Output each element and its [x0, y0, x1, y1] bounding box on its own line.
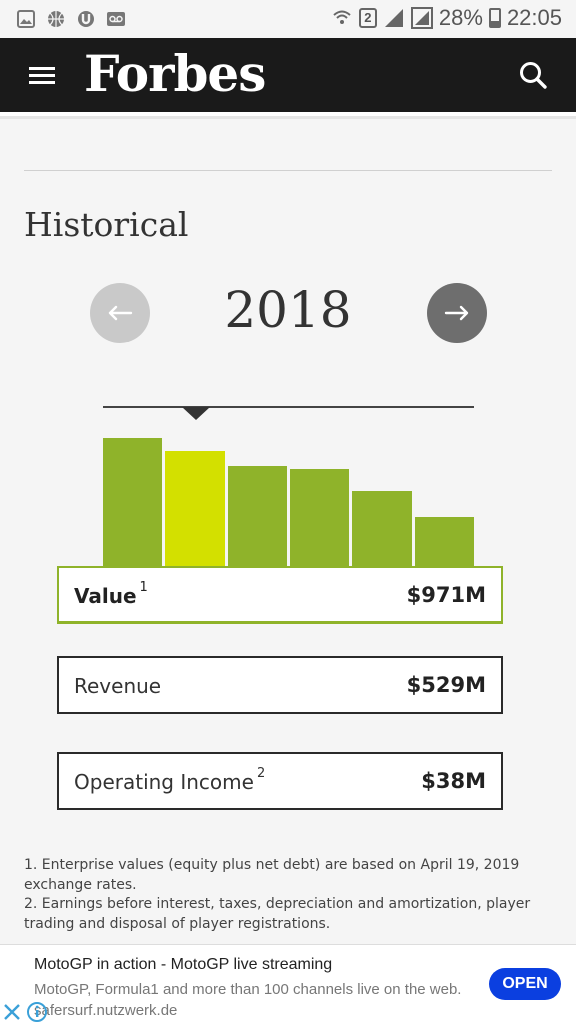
chart-bar[interactable]: [165, 450, 225, 567]
search-icon[interactable]: [518, 60, 548, 90]
footnotes: 1. Enterprise values (equity plus net de…: [24, 856, 554, 934]
status-bar: 2 28% 22:05: [0, 0, 576, 38]
metric-label: Revenue: [74, 674, 162, 698]
footnote-ref: 1: [139, 580, 148, 596]
signal-icon: [384, 9, 403, 27]
info-icon[interactable]: [26, 1001, 48, 1023]
metric-label: Value 1: [74, 580, 148, 608]
voicemail-icon: [107, 12, 125, 26]
menu-icon[interactable]: [29, 67, 55, 85]
close-icon[interactable]: [0, 1000, 24, 1024]
chart-bar[interactable]: [103, 438, 163, 567]
footnote-2: 2. Earnings before interest, taxes, depr…: [24, 896, 531, 932]
previous-year-button[interactable]: [90, 283, 150, 343]
basketball-icon: [48, 11, 64, 27]
system-indicators: 2 28% 22:05: [331, 5, 562, 31]
arrow-left-icon: [108, 305, 133, 321]
metric-label: Operating Income 2: [74, 766, 266, 794]
torrent-icon: [78, 11, 94, 27]
clock: 22:05: [506, 5, 562, 30]
metric-amount: $971M: [406, 583, 486, 607]
signal-roaming-icon: [410, 7, 433, 29]
chart-bar[interactable]: [227, 466, 287, 567]
site-header: Forbes: [0, 38, 576, 116]
metric-amount: $529M: [406, 673, 486, 697]
next-year-button[interactable]: [427, 283, 487, 343]
chart-bar[interactable]: [290, 468, 350, 567]
footnote-1: 1. Enterprise values (equity plus net de…: [24, 857, 520, 893]
selected-year: 2018: [224, 281, 352, 339]
chart-bar[interactable]: [352, 490, 412, 567]
metric-value[interactable]: Value 1 $971M: [57, 566, 503, 624]
timeline-pointer: [182, 407, 210, 420]
wifi-icon: [333, 10, 351, 24]
ad-banner[interactable]: MotoGP in action - MotoGP live streaming…: [0, 944, 576, 1024]
section-title: Historical: [24, 205, 189, 244]
arrow-right-icon: [444, 305, 469, 321]
ad-title[interactable]: MotoGP in action - MotoGP live streaming: [34, 956, 333, 973]
footnote-ref: 2: [256, 766, 266, 782]
forbes-logo[interactable]: Forbes: [84, 44, 266, 103]
chart-bar[interactable]: [414, 516, 474, 567]
battery-icon: [488, 8, 501, 28]
sim-badge: 2: [358, 8, 377, 28]
value-history-chart: [103, 420, 474, 567]
notification-icons: [16, 9, 126, 29]
section-divider: [24, 170, 552, 171]
metric-operating-income[interactable]: Operating Income 2 $38M: [57, 752, 503, 810]
image-icon: [17, 10, 35, 28]
ad-description: MotoGP, Formula1 and more than 100 chann…: [34, 981, 462, 1019]
metric-amount: $38M: [421, 769, 486, 793]
timeline-line: [103, 406, 474, 408]
battery-percent: 28%: [438, 5, 483, 30]
ad-open-button[interactable]: OPEN: [489, 968, 561, 1000]
metric-revenue[interactable]: Revenue $529M: [57, 656, 503, 714]
